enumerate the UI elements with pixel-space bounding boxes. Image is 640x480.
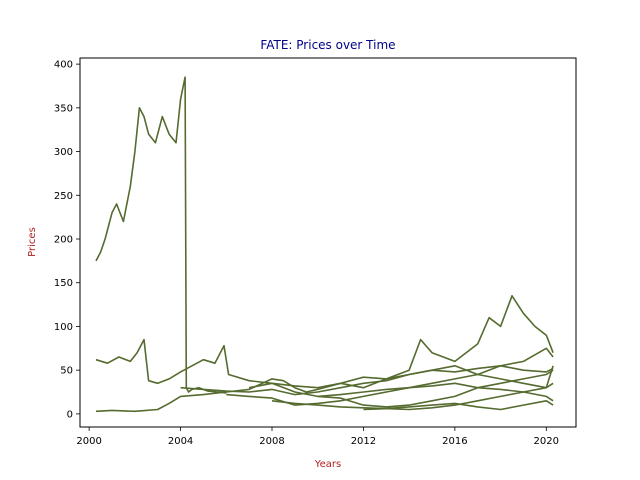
y-tick-label: 100 [54,322,73,333]
x-tick-label: 2008 [259,436,284,447]
x-tick-label: 2012 [351,436,376,447]
y-tick-label: 50 [60,366,73,377]
x-tick-label: 2000 [76,436,101,447]
y-axis-ticks: 0 50 100 150 200 250 300 350 400 [54,60,80,420]
series-line-7 [271,365,554,411]
plot-frame [79,57,577,428]
x-axis-title: Years [314,459,341,470]
series-line-9 [363,400,554,411]
series-line-8 [317,382,554,402]
x-axis-ticks: 2000 2004 2008 2012 2016 2020 [76,427,559,447]
series-line-4 [180,365,554,396]
y-tick-label: 300 [54,147,73,158]
series-line-2 [95,338,554,389]
series-line-3 [95,295,554,413]
y-axis-title: Prices [27,227,38,257]
chart-title: FATE: Prices over Time [260,38,395,52]
y-tick-label: 200 [54,235,73,246]
y-tick-label: 0 [67,409,73,420]
y-tick-label: 400 [54,60,73,71]
x-tick-label: 2004 [168,436,193,447]
y-tick-label: 350 [54,103,73,114]
series-lines [95,76,554,413]
x-tick-label: 2020 [534,436,559,447]
series-line-6 [248,369,554,408]
x-tick-label: 2016 [442,436,467,447]
y-tick-label: 250 [54,191,73,202]
y-tick-label: 150 [54,278,73,289]
